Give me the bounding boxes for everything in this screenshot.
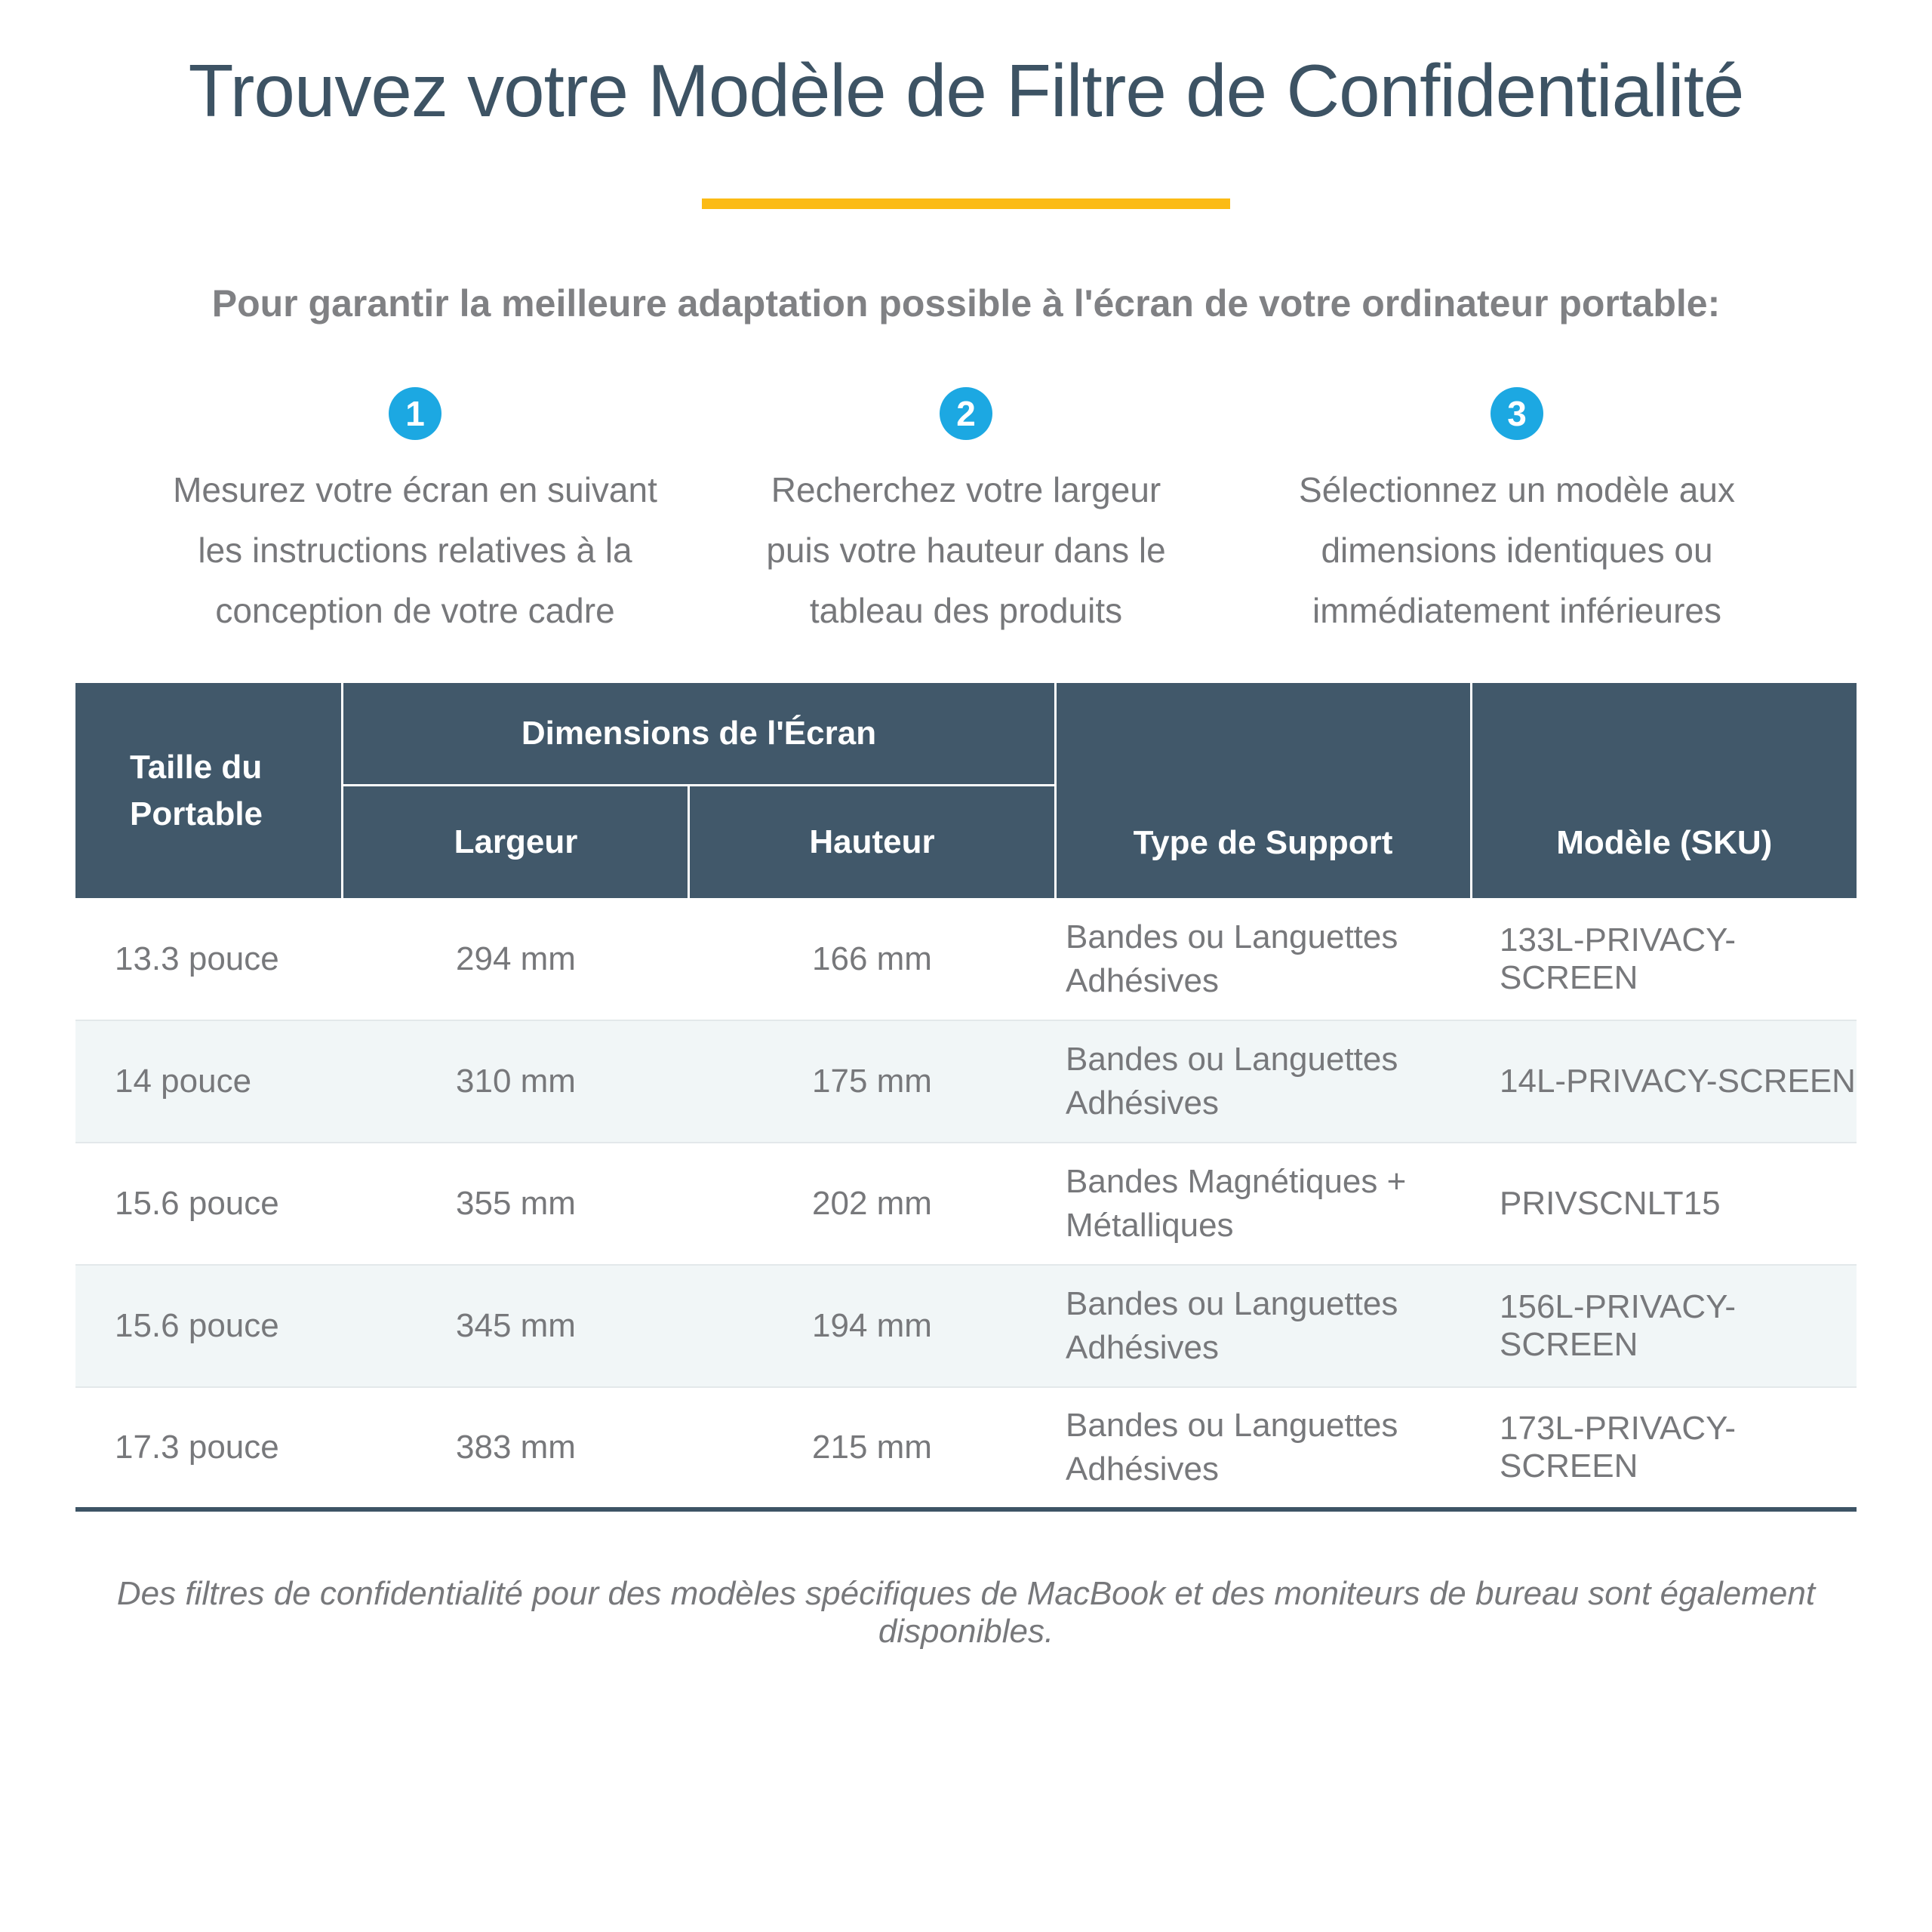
step-item-2: 2 Recherchez votre largeur puis votre ha…	[694, 387, 1238, 641]
cell-mount-type: Bandes ou Languettes Adhésives	[1055, 1386, 1471, 1512]
cell-model-sku: 133L-PRIVACY-SCREEN	[1500, 921, 1737, 996]
table-row: 14 pouce 310 mm 175 mm Bandes ou Languet…	[75, 1020, 1857, 1143]
header-laptop-size: Taille du Portable	[75, 683, 343, 898]
steps-section: 1 Mesurez votre écran en suivant les ins…	[143, 387, 1789, 641]
cell-width: 355 mm	[342, 1142, 689, 1265]
table-row: 13.3 pouce 294 mm 166 mm Bandes ou Langu…	[75, 898, 1857, 1020]
step-item-3: 3 Sélectionnez un modèle aux dimensions …	[1245, 387, 1789, 641]
footnote: Des filtres de confidentialité pour des …	[116, 1575, 1816, 1650]
table-row: 17.3 pouce 383 mm 215 mm Bandes ou Langu…	[75, 1386, 1857, 1512]
cell-width: 383 mm	[342, 1386, 689, 1512]
cell-model-sku: 14L-PRIVACY-SCREEN	[1471, 1020, 1857, 1143]
subtitle: Pour garantir la meilleure adaptation po…	[211, 282, 1721, 325]
cell-laptop-size: 14 pouce	[75, 1020, 343, 1143]
cell-laptop-size: 15.6 pouce	[75, 1264, 343, 1387]
cell-mount-type: Bandes ou Languettes Adhésives	[1055, 1264, 1471, 1387]
cell-model-sku: PRIVSCNLT15	[1471, 1142, 1857, 1265]
header-height: Hauteur	[688, 785, 1055, 898]
cell-height: 215 mm	[688, 1386, 1055, 1512]
title-underline	[702, 198, 1230, 209]
cell-height: 175 mm	[688, 1020, 1055, 1143]
product-table-header: Taille du Portable Dimensions de l'Écran…	[75, 683, 1857, 898]
privacy-filter-guide: Trouvez votre Modèle de Filtre de Confid…	[75, 49, 1857, 1650]
cell-laptop-size: 15.6 pouce	[75, 1142, 343, 1265]
cell-height: 166 mm	[812, 940, 932, 977]
product-table: Taille du Portable Dimensions de l'Écran…	[75, 683, 1857, 1512]
step-number-badge: 3	[1491, 387, 1543, 440]
header-width: Largeur	[341, 785, 689, 898]
table-row: 15.6 pouce 355 mm 202 mm Bandes Magnétiq…	[75, 1142, 1857, 1265]
header-screen-dimensions: Dimensions de l'Écran	[341, 683, 1055, 786]
step-number-badge: 1	[389, 387, 441, 440]
header-mount-type: Type de Support	[1054, 683, 1471, 898]
cell-width: 294 mm	[456, 940, 576, 977]
cell-width: 345 mm	[342, 1264, 689, 1387]
cell-height: 194 mm	[688, 1264, 1055, 1387]
cell-laptop-size: 17.3 pouce	[75, 1386, 343, 1512]
step-description: Mesurez votre écran en suivant les instr…	[173, 470, 657, 630]
cell-model-sku: 156L-PRIVACY-SCREEN	[1471, 1264, 1857, 1387]
step-number-badge: 2	[940, 387, 992, 440]
cell-laptop-size: 13.3 pouce	[114, 940, 279, 977]
header-model-sku: Modèle (SKU)	[1469, 683, 1857, 898]
page-title: Trouvez votre Modèle de Filtre de Confid…	[188, 49, 1745, 132]
step-description: Recherchez votre largeur puis votre haut…	[766, 470, 1166, 630]
cell-model-sku: 173L-PRIVACY-SCREEN	[1471, 1386, 1857, 1512]
cell-width: 310 mm	[342, 1020, 689, 1143]
cell-mount-type: Bandes Magnétiques + Métalliques	[1055, 1142, 1471, 1265]
step-description: Sélectionnez un modèle aux dimensions id…	[1299, 470, 1735, 630]
cell-mount-type: Bandes ou Languettes Adhésives	[1055, 1020, 1471, 1143]
step-item-1: 1 Mesurez votre écran en suivant les ins…	[143, 387, 687, 641]
cell-mount-type: Bandes ou Languettes Adhésives	[1066, 918, 1398, 999]
table-row: 15.6 pouce 345 mm 194 mm Bandes ou Langu…	[75, 1264, 1857, 1387]
cell-height: 202 mm	[688, 1142, 1055, 1265]
product-table-body: 13.3 pouce 294 mm 166 mm Bandes ou Langu…	[75, 898, 1857, 1512]
